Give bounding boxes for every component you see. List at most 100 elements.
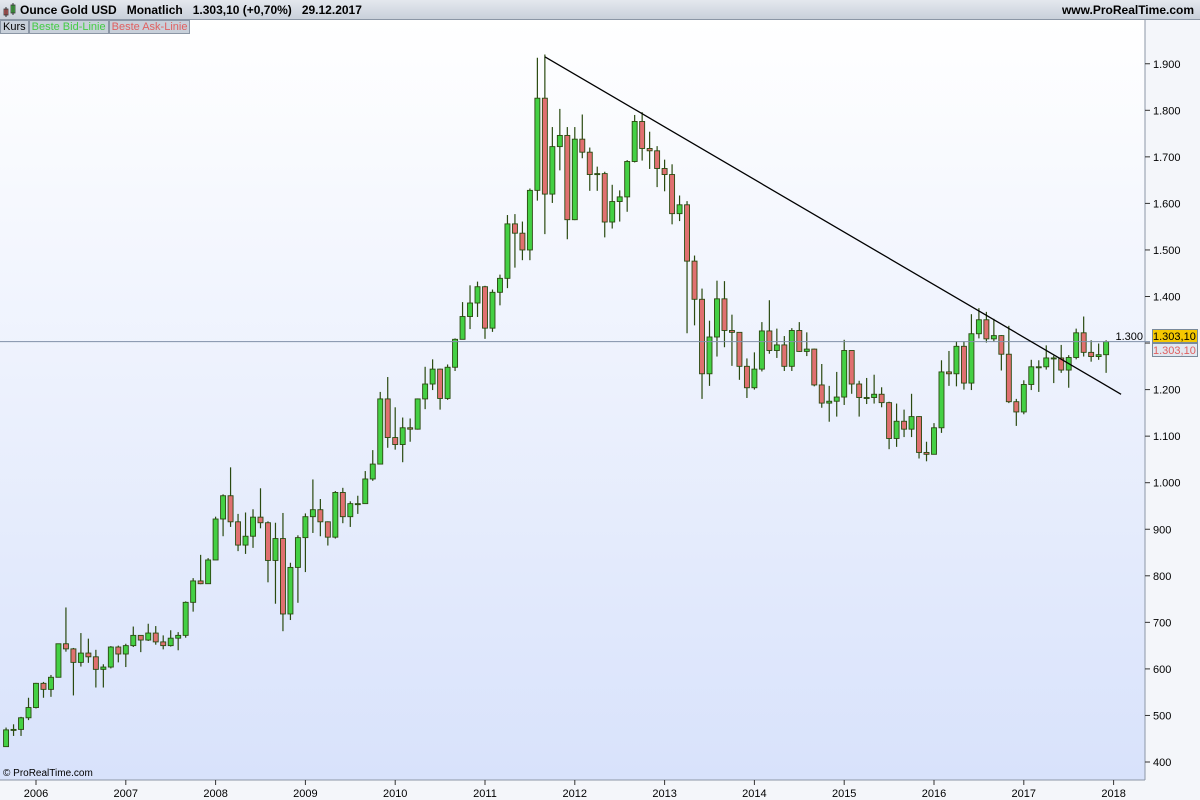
candle-body <box>908 416 915 430</box>
candle <box>137 634 144 653</box>
y-axis-area <box>1145 20 1200 780</box>
candle-body <box>826 400 833 404</box>
candle-body <box>459 316 466 340</box>
candle-body <box>519 232 526 251</box>
candle-body <box>624 161 631 198</box>
candle-body <box>773 344 780 351</box>
candle-body <box>182 601 189 636</box>
candle-body <box>33 682 39 708</box>
candle <box>983 311 990 343</box>
candle <box>960 341 967 390</box>
candle-body <box>1088 351 1095 357</box>
candle-body <box>1050 357 1057 360</box>
candle-body <box>3 729 10 748</box>
tab-kurs[interactable]: Kurs <box>0 20 29 34</box>
candle-body <box>564 134 571 221</box>
candle-body <box>803 348 810 352</box>
candle <box>848 350 855 394</box>
candle-body <box>549 146 556 195</box>
tab-bid-line[interactable]: Beste Bid-Linie <box>28 20 109 34</box>
y-tick-label: 1.300 <box>1115 331 1143 343</box>
candle-body <box>654 150 661 169</box>
candle-body <box>1080 332 1087 353</box>
candle-body <box>324 521 331 538</box>
candle-body <box>1058 357 1065 371</box>
candle-body <box>40 682 47 690</box>
candle <box>931 423 937 455</box>
candle <box>339 487 346 524</box>
candle-body <box>526 189 533 251</box>
candle-body <box>931 427 937 455</box>
candle <box>1050 355 1057 384</box>
candle <box>564 127 571 240</box>
candle <box>833 371 840 417</box>
candle-body <box>766 330 773 351</box>
candle <box>519 221 526 261</box>
candle-body <box>676 204 683 215</box>
candle <box>489 289 496 332</box>
x-tick-label: 2016 <box>922 788 946 800</box>
candle-body <box>294 537 301 568</box>
candle <box>287 562 294 621</box>
candle-body <box>18 717 24 730</box>
candle <box>280 512 286 632</box>
candle <box>407 418 414 442</box>
candle-body <box>160 641 167 647</box>
candle <box>399 417 406 463</box>
candle-body <box>1103 341 1110 356</box>
candle-body <box>77 652 84 663</box>
candle <box>197 554 204 585</box>
candle <box>676 195 683 222</box>
candle <box>377 391 384 465</box>
candle-body <box>684 204 690 262</box>
candle-body <box>272 538 279 561</box>
candle <box>594 166 601 191</box>
candle <box>953 341 960 387</box>
candle <box>1088 340 1095 362</box>
candle-body <box>983 319 990 340</box>
candle <box>556 108 563 171</box>
candle <box>3 727 10 748</box>
candle-body <box>534 97 541 191</box>
candle <box>916 416 922 459</box>
candle-body <box>878 393 885 404</box>
candle-body <box>691 260 698 300</box>
candle-body <box>85 652 92 658</box>
trendline[interactable] <box>544 56 1122 395</box>
candle-body <box>579 138 586 153</box>
candle-body <box>100 666 107 670</box>
price-change: (+0,70%) <box>242 3 292 17</box>
candle-body <box>92 656 99 670</box>
candle-body <box>354 503 361 506</box>
candle-body <box>1028 366 1035 385</box>
candle-body <box>115 646 122 655</box>
candle <box>549 127 556 203</box>
x-tick-label: 2010 <box>383 788 407 800</box>
x-tick-label: 2008 <box>203 788 227 800</box>
candle <box>541 54 548 235</box>
candle-body <box>429 368 436 385</box>
candle-body <box>736 331 743 367</box>
y-tick-label: 1.700 <box>1153 152 1181 164</box>
x-tick-label: 2007 <box>114 788 138 800</box>
candle <box>1080 316 1087 357</box>
candle-body <box>384 398 391 438</box>
candle <box>946 350 952 386</box>
candle <box>302 513 309 573</box>
site-link[interactable]: www.ProRealTime.com <box>1061 3 1194 17</box>
candle <box>48 674 54 697</box>
candle-body <box>968 333 975 384</box>
candle-body <box>848 350 855 385</box>
candle <box>40 681 47 698</box>
candle-body <box>265 522 271 561</box>
candle-body <box>938 371 945 429</box>
candle <box>758 322 765 372</box>
candle-body <box>444 366 451 399</box>
candle-body <box>1005 353 1012 403</box>
candle <box>863 377 870 405</box>
candle <box>369 450 376 481</box>
candle-body <box>1095 354 1102 357</box>
tab-ask-line[interactable]: Beste Ask-Linie <box>108 20 191 34</box>
candle <box>975 308 982 339</box>
